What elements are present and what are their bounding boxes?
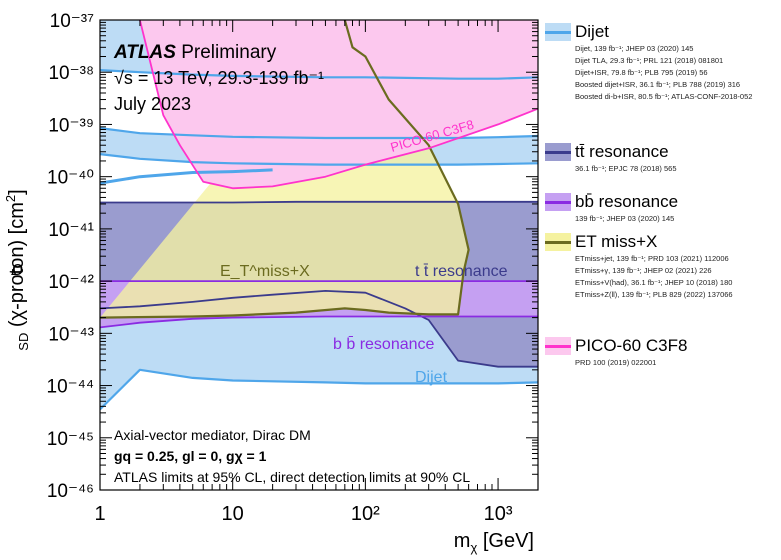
legend-reference: Boosted di-b+ISR, 80.5 fb⁻¹; ATLAS-CONF-… <box>575 92 753 101</box>
annotation-couplings: gq = 0.25, gl = 0, gχ = 1 <box>114 448 267 464</box>
curve-dijet-3 <box>100 153 538 166</box>
curve-tt-5 <box>100 289 538 368</box>
x-tick-label: 10³ <box>484 503 513 525</box>
y-tick-label: 10⁻³⁷ <box>50 11 94 32</box>
legend-entry-dijet: Dijet Dijet, 139 fb⁻¹; JHEP 03 (2020) 145… <box>543 22 752 102</box>
legend-reference: ETmiss+γ, 139 fb⁻¹; JHEP 02 (2021) 226 <box>575 266 712 275</box>
legend-reference: Boosted dijet+ISR, 36.1 fb⁻¹; PLB 788 (2… <box>575 80 741 89</box>
curve-dijet-1 <box>100 69 538 80</box>
curve-dijet-0 <box>100 368 538 411</box>
pico-region <box>139 20 538 189</box>
legend-swatch-dijet <box>545 31 571 34</box>
legend-reference: Dijet, 139 fb⁻¹; JHEP 03 (2020) 145 <box>575 44 694 53</box>
met-label: E_T^miss+X <box>220 263 310 280</box>
curve-dijet-4 <box>100 168 273 185</box>
date-label: July 2023 <box>114 94 191 114</box>
legend-reference: 139 fb⁻¹; JHEP 03 (2020) 145 <box>575 214 675 223</box>
limit-curves <box>100 20 538 411</box>
legend-entry-pico: PICO-60 C3F8 PRD 100 (2019) 022001 <box>543 336 687 368</box>
legend-title: Dijet <box>575 22 610 41</box>
legend-reference: Dijet+ISR, 79.8 fb⁻¹; PLB 795 (2019) 56 <box>575 68 708 77</box>
energy-lumi: √s = 13 TeV, 29.3-139 fb⁻¹ <box>114 68 324 88</box>
legend-reference: ETmiss+V(had), 36.1 fb⁻¹; JHEP 10 (2018)… <box>575 278 733 287</box>
atlas-title: ATLAS Preliminary <box>113 42 277 63</box>
plot-frame <box>99 19 539 491</box>
y-tick-label: 10⁻⁴² <box>48 272 94 293</box>
y-tick-label: 10⁻⁴³ <box>48 324 94 345</box>
curve-pico-10 <box>139 20 538 190</box>
legend-swatch-pico <box>545 345 571 348</box>
x-tick-label: 10² <box>351 503 380 525</box>
x-axis-label: mχ [GeV] <box>453 530 534 555</box>
curve-met-9 <box>100 20 470 319</box>
curve-bb-7 <box>100 315 538 329</box>
legend-entry-bb: bb̄ resonance 139 fb⁻¹; JHEP 03 (2020) 14… <box>543 192 678 224</box>
axes: 1 10 10² 10³ 10⁻³⁷ 10⁻³⁸ 10⁻³⁹ 10⁻⁴⁰ 10⁻⁴¹ 10⁻⁴² 1… <box>47 11 539 525</box>
legend-reference: ETmiss+jet, 139 fb⁻¹; PRD 103 (2021) 112… <box>575 254 729 263</box>
y-tick-label: 10⁻⁴⁶ <box>47 481 94 502</box>
y-tick-label: 10⁻³⁸ <box>48 63 94 84</box>
legend-reference: 36.1 fb⁻¹; EPJC 78 (2018) 565 <box>575 164 677 173</box>
x-tick-label: 10 <box>222 503 244 525</box>
legend-title: PICO-60 C3F8 <box>575 336 688 355</box>
curve-tt-6 <box>100 200 538 204</box>
legend-swatch-bb <box>545 201 571 204</box>
legend-title: ET miss+X <box>575 232 658 251</box>
legend-reference: ETmiss+Z(ll), 139 fb⁻¹; PLB 829 (2022) 1… <box>575 290 733 299</box>
legend-reference: PRD 100 (2019) 022001 <box>575 358 657 367</box>
dijet-label: Dijet <box>415 369 448 386</box>
bb-label: b b̄ resonance <box>333 336 435 353</box>
y-tick-label: 10⁻⁴⁴ <box>47 377 95 398</box>
y-tick-label: 10⁻⁴⁵ <box>47 429 94 450</box>
legend-entry-tt: tt̄ resonance 36.1 fb⁻¹; EPJC 78 (2018) 5… <box>543 142 677 174</box>
legend-title: tt̄ resonance <box>575 142 669 161</box>
legend-swatch-tt <box>545 151 571 154</box>
annotation-cl: ATLAS limits at 95% CL, direct detection… <box>114 469 470 485</box>
legend-entry-met: ET miss+X ETmiss+jet, 139 fb⁻¹; PRD 103 (… <box>543 232 733 300</box>
legend-title: bb̄ resonance <box>575 192 679 211</box>
curve-dijet-2 <box>100 127 538 140</box>
exclusion-regions <box>100 20 538 410</box>
y-tick-label: 10⁻⁴¹ <box>48 220 94 241</box>
legend-reference: Dijet TLA, 29.3 fb⁻¹; PRL 121 (2018) 081… <box>575 56 724 65</box>
tt-label: t t̄ resonance <box>415 263 508 280</box>
annotation-model: Axial-vector mediator, Dirac DM <box>114 427 311 443</box>
y-tick-label: 10⁻⁴⁰ <box>47 168 94 189</box>
legend-swatch-met <box>545 241 571 244</box>
y-tick-label: 10⁻³⁹ <box>48 115 94 136</box>
x-tick-label: 1 <box>94 503 105 525</box>
y-axis-label: σ SD (χ-proton) [cm2] <box>3 189 31 351</box>
